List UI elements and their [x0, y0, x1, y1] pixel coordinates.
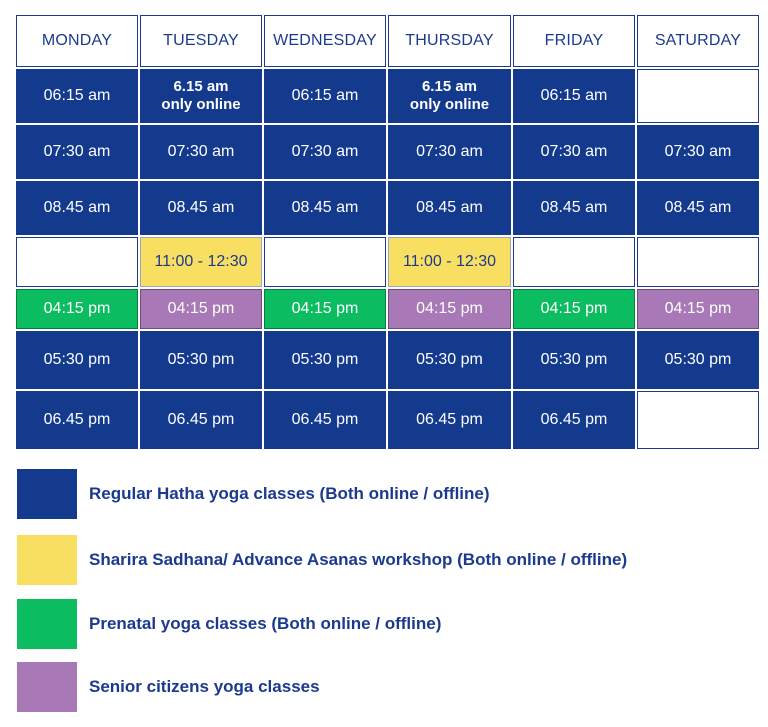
- legend-label-regular: Regular Hatha yoga classes (Both online …: [89, 484, 490, 503]
- class-slot: 07:30 am: [264, 125, 386, 179]
- class-slot: 06.45 pm: [140, 391, 262, 449]
- class-slot: 04:15 pm: [513, 289, 635, 329]
- legend-item-senior: Senior citizens yoga classes: [17, 662, 320, 712]
- legend-swatch-senior: [17, 662, 77, 712]
- class-slot: 08.45 am: [513, 181, 635, 235]
- class-slot: 08.45 am: [388, 181, 511, 235]
- legend-swatch-prenatal: [17, 599, 77, 649]
- class-slot: 08.45 am: [637, 181, 759, 235]
- class-slot: 05:30 pm: [388, 331, 511, 389]
- schedule-row: 04:15 pm 04:15 pm 04:15 pm 04:15 pm 04:15 pm…: [16, 289, 761, 331]
- class-slot: 04:15 pm: [16, 289, 138, 329]
- legend-label-senior: Senior citizens yoga classes: [89, 677, 320, 696]
- class-slot: 04:15 pm: [264, 289, 386, 329]
- empty-slot: [264, 237, 386, 287]
- schedule-table: MONDAY TUESDAY WEDNESDAY THURSDAY FRIDAY…: [16, 15, 761, 451]
- day-header-monday: MONDAY: [16, 15, 138, 67]
- class-slot: 6.15 am only online: [140, 69, 262, 123]
- class-slot: 04:15 pm: [637, 289, 759, 329]
- class-slot: 07:30 am: [388, 125, 511, 179]
- class-slot: 04:15 pm: [388, 289, 511, 329]
- schedule-row: 11:00 - 12:30 11:00 - 12:30: [16, 237, 761, 289]
- legend-swatch-workshop: [17, 535, 77, 585]
- legend-item-regular: Regular Hatha yoga classes (Both online …: [17, 469, 490, 519]
- legend-label-workshop: Sharira Sadhana/ Advance Asanas workshop…: [89, 550, 628, 569]
- schedule-row: 07:30 am 07:30 am 07:30 am 07:30 am 07:30 am…: [16, 125, 761, 181]
- class-slot: 04:15 pm: [140, 289, 262, 329]
- class-slot: 11:00 - 12:30: [140, 237, 262, 287]
- legend-item-workshop: Sharira Sadhana/ Advance Asanas workshop…: [17, 535, 627, 585]
- schedule-row: 06:15 am 6.15 am only online 06:15 am 6.15 …: [16, 69, 761, 125]
- class-slot: 06:15 am: [513, 69, 635, 123]
- class-slot: 07:30 am: [513, 125, 635, 179]
- class-slot: 08.45 am: [140, 181, 262, 235]
- class-slot: 07:30 am: [637, 125, 759, 179]
- legend-swatch-regular: [17, 469, 77, 519]
- class-slot: 05:30 pm: [16, 331, 138, 389]
- schedule-row: 05:30 pm 05:30 pm 05:30 pm 05:30 pm 05:30 pm…: [16, 331, 761, 391]
- day-header-wednesday: WEDNESDAY: [264, 15, 386, 67]
- class-slot: 05:30 pm: [264, 331, 386, 389]
- class-slot: 06:15 am: [16, 69, 138, 123]
- legend-label-prenatal: Prenatal yoga classes (Both online / off…: [89, 614, 442, 633]
- day-header-saturday: SATURDAY: [637, 15, 759, 67]
- day-header-friday: FRIDAY: [513, 15, 635, 67]
- class-slot: 05:30 pm: [637, 331, 759, 389]
- class-slot: 6.15 am only online: [388, 69, 511, 123]
- empty-slot: [513, 237, 635, 287]
- class-slot: 06.45 pm: [513, 391, 635, 449]
- class-slot: 06.45 pm: [388, 391, 511, 449]
- class-slot: 11:00 - 12:30: [388, 237, 511, 287]
- empty-slot: [637, 391, 759, 449]
- day-header-tuesday: TUESDAY: [140, 15, 262, 67]
- class-slot: 07:30 am: [140, 125, 262, 179]
- schedule-row: 06.45 pm 06.45 pm 06.45 pm 06.45 pm 06.45 pm: [16, 391, 761, 451]
- empty-slot: [16, 237, 138, 287]
- class-slot: 06.45 pm: [264, 391, 386, 449]
- empty-slot: [637, 69, 759, 123]
- class-slot: 08.45 am: [16, 181, 138, 235]
- class-slot: 05:30 pm: [140, 331, 262, 389]
- header-row: MONDAY TUESDAY WEDNESDAY THURSDAY FRIDAY…: [16, 15, 761, 69]
- legend-item-prenatal: Prenatal yoga classes (Both online / off…: [17, 599, 441, 649]
- empty-slot: [637, 237, 759, 287]
- class-slot: 06.45 pm: [16, 391, 138, 449]
- class-slot: 07:30 am: [16, 125, 138, 179]
- class-slot: 05:30 pm: [513, 331, 635, 389]
- day-header-thursday: THURSDAY: [388, 15, 511, 67]
- class-slot: 08.45 am: [264, 181, 386, 235]
- class-slot: 06:15 am: [264, 69, 386, 123]
- schedule-row: 08.45 am 08.45 am 08.45 am 08.45 am 08.45 am…: [16, 181, 761, 237]
